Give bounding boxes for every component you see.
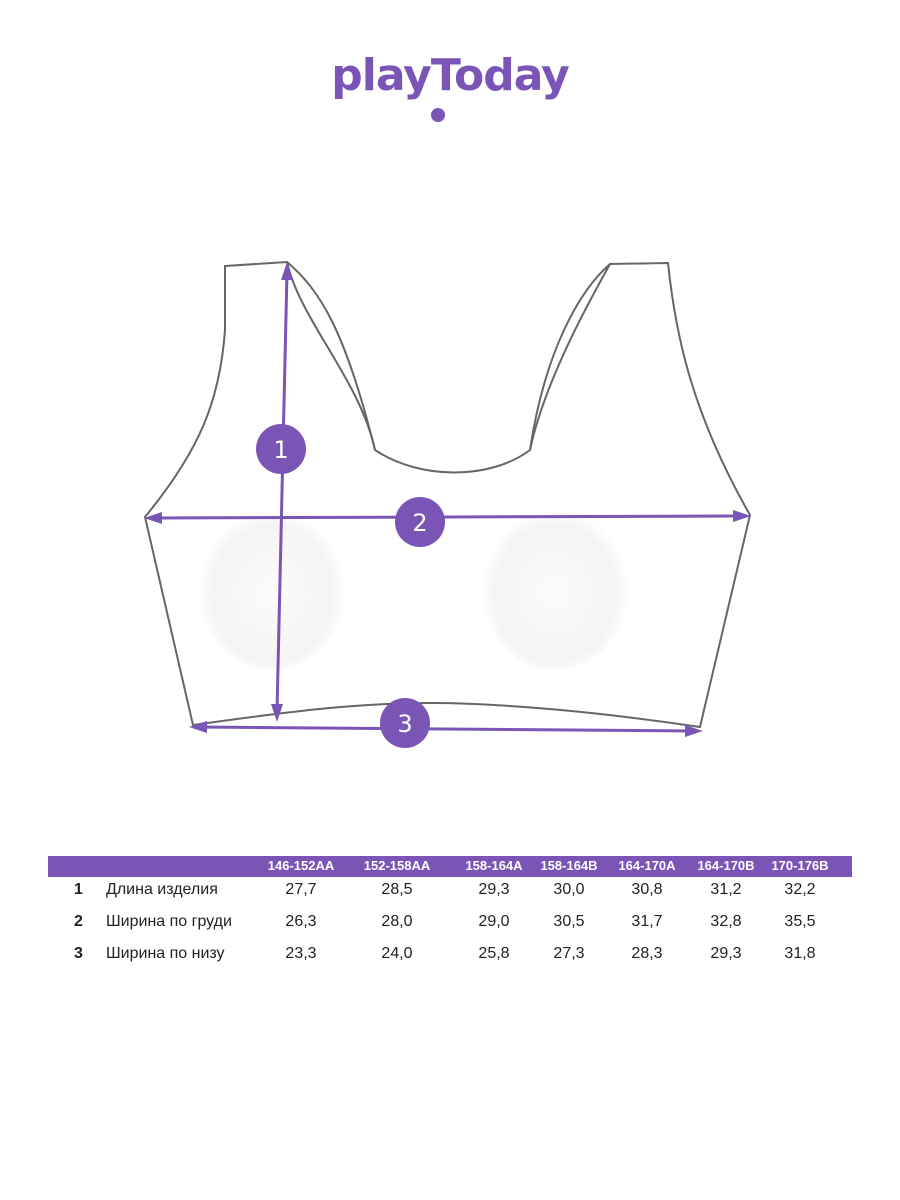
garment-diagram: 1 2 3 [143,260,752,748]
arrowhead [281,262,293,280]
arrowhead [733,510,751,522]
svg-text:1: 1 [273,436,288,464]
measurement-value: 29,3 [478,881,510,898]
right-cup-shade [480,500,630,670]
row-number: 2 [74,913,83,930]
marker-1: 1 [256,424,306,474]
svg-text:3: 3 [397,710,412,738]
measurement-value: 23,3 [285,945,317,962]
measurement-label: Ширина по груди [106,913,232,930]
measurement-value: 25,8 [478,945,510,962]
measurement-value: 30,5 [553,913,585,930]
logo-text: playToday [331,50,570,101]
measurement-value: 35,5 [784,913,816,930]
column-header: 158-164B [540,858,598,873]
measurement-value: 24,0 [381,945,413,962]
length-arrow [275,271,289,713]
measurement-value: 30,8 [631,881,663,898]
measurement-value: 28,3 [631,945,663,962]
measurement-label: Ширина по низу [106,945,225,962]
arrowhead [189,721,207,733]
size-table: 146-152AA 152-158AA 158-164A 158-164B 164-17… [48,856,852,973]
column-header: 158-164A [465,858,523,873]
row-number: 3 [74,945,83,962]
measurement-value: 29,0 [478,913,510,930]
bottom-width-arrow [199,725,693,733]
measurement-value: 32,8 [710,913,742,930]
measurement-value: 30,0 [553,881,585,898]
logo-dot [431,108,445,122]
column-header: 164-170A [618,858,676,873]
table-row: 3 Ширина по низу 23,3 24,0 25,8 27,3 28,3 29,3 3… [48,941,852,973]
garment-outline [143,260,752,729]
arrowhead [685,725,703,737]
measurement-value: 27,7 [285,881,317,898]
measurement-value: 28,5 [381,881,413,898]
column-header: 164-170B [697,858,755,873]
measurement-value: 27,3 [553,945,585,962]
left-cup-shade [197,500,347,670]
measurement-value: 31,7 [631,913,663,930]
marker-2: 2 [395,497,445,547]
measurement-value: 26,3 [285,913,317,930]
row-number: 1 [74,881,83,898]
table-header: 146-152AA 152-158AA 158-164A 158-164B 164-17… [48,856,852,877]
arrowhead [271,704,283,722]
marker-3: 3 [380,698,430,748]
svg-text:2: 2 [412,509,427,537]
measurement-value: 32,2 [784,881,816,898]
left-strap-inner [286,261,376,451]
table-row: 1 Длина изделия 27,7 28,5 29,3 30,0 30,8 31,2 32… [48,877,852,909]
column-header: 170-176B [771,858,829,873]
measurement-value: 29,3 [710,945,742,962]
brand-logo: playToday [0,50,900,122]
arrowhead [144,512,162,524]
measurement-value: 28,0 [381,913,413,930]
measurement-value: 31,8 [784,945,816,962]
column-header: 146-152AA [267,858,335,873]
table-row: 2 Ширина по груди 26,3 28,0 29,0 30,5 31,7 32,8… [48,909,852,941]
measurement-value: 31,2 [710,881,742,898]
right-strap-inner [529,263,611,451]
column-header: 152-158AA [363,858,431,873]
chest-width-arrow [154,514,741,520]
measurement-label: Длина изделия [106,881,218,898]
